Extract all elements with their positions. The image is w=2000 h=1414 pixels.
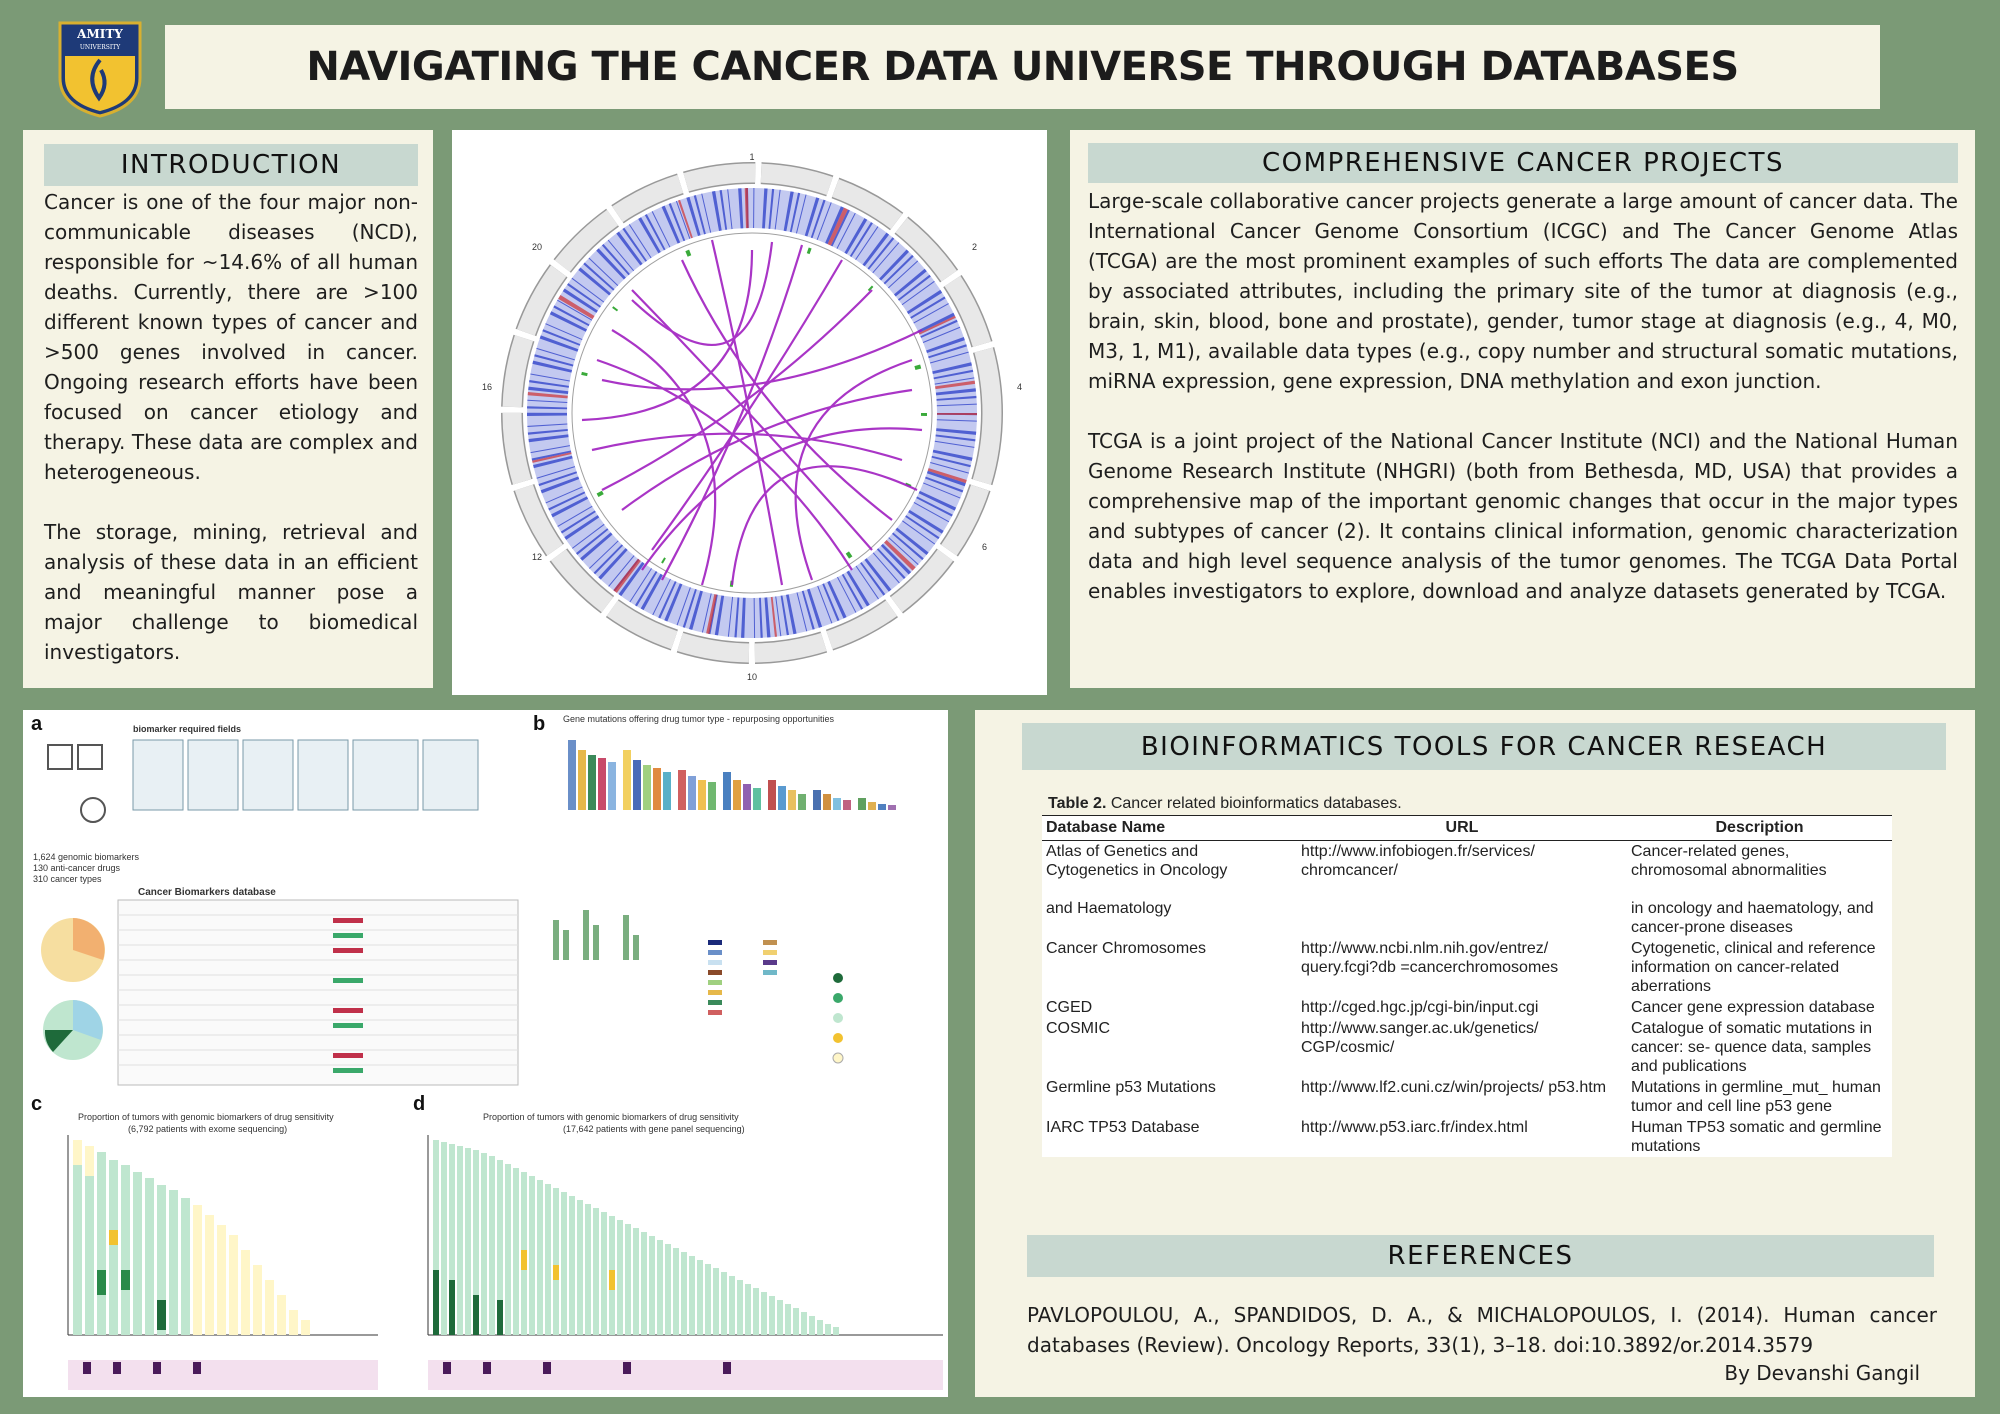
db-url: http://cged.hgc.jp/cgi-bin/input.cgi [1301, 999, 1539, 1016]
svg-text:20: 20 [532, 242, 542, 252]
panel-d-title: Proportion of tumors with genomic biomar… [483, 1112, 739, 1122]
svg-text:12: 12 [532, 552, 542, 562]
db-description: Catalogue of somatic mutations in cancer… [1631, 1020, 1873, 1075]
db-description: Cytogenetic, clinical and reference info… [1631, 940, 1876, 995]
reference-text: PAVLOPOULOU, A., SPANDIDOS, D. A., & MIC… [1027, 1303, 1937, 1357]
svg-text:16: 16 [482, 382, 492, 392]
svg-text:1: 1 [749, 152, 754, 162]
db-description: Cancer-related genes, chromosomal abnorm… [1631, 843, 1827, 879]
db-url [1297, 898, 1627, 938]
introduction-paragraph: The storage, mining, retrieval and analy… [44, 520, 418, 664]
db-description: Human TP53 somatic and germline mutation… [1631, 1119, 1882, 1155]
svg-text:10: 10 [747, 672, 757, 682]
table-row: COSMIC http://www.sanger.ac.uk/genetics/… [1042, 1018, 1892, 1077]
db-url: http://www.ncbi.nlm.nih.gov/entrez/ quer… [1301, 940, 1559, 976]
stat-drugs: 130 anti-cancer drugs [33, 863, 121, 873]
table-row: Germline p53 Mutations http://www.lf2.cu… [1042, 1077, 1892, 1117]
biomarkers-figure: a b c d biomarker required fields 1,624 … [23, 710, 948, 1397]
table-caption-label: Table 2. [1048, 795, 1107, 812]
university-logo: AMITY UNIVERSITY [55, 18, 145, 118]
panel-d-bars [433, 1140, 839, 1335]
db-url: http://www.lf2.cuni.cz/win/projects/ p53… [1301, 1079, 1607, 1096]
introduction-panel [23, 130, 433, 688]
db-url: http://www.infobiogen.fr/services/ chrom… [1301, 843, 1535, 879]
table-row: and Haematology in oncology and haematol… [1042, 898, 1892, 938]
table-row: CGED http://cged.hgc.jp/cgi-bin/input.cg… [1042, 997, 1892, 1018]
db-description: Mutations in germline_mut_ human tumor a… [1631, 1079, 1881, 1115]
circos-graphic: 1 2 4 6 10 12 16 20 [482, 152, 1022, 682]
logo-text: AMITY [76, 27, 123, 41]
panel-label-a: a [31, 713, 43, 735]
db-name: CGED [1046, 999, 1093, 1016]
panel-c-subtitle: (6,792 patients with exome sequencing) [128, 1124, 287, 1134]
stat-cancer-types: 310 cancer types [33, 874, 102, 884]
panel-c-title: Proportion of tumors with genomic biomar… [78, 1112, 334, 1122]
projects-panel [1070, 130, 1975, 688]
table-row: Atlas of Genetics and Cytogenetics in On… [1042, 841, 1892, 899]
db-description: Cancer gene expression database [1631, 999, 1875, 1016]
tools-heading: BIOINFORMATICS TOOLS FOR CANCER RESEACH [1022, 723, 1946, 770]
panel-a-fields: biomarker required fields [133, 724, 241, 734]
introduction-heading: INTRODUCTION [44, 144, 418, 186]
table-row: IARC TP53 Database http://www.p53.iarc.f… [1042, 1117, 1892, 1157]
db-url: http://www.p53.iarc.fr/index.html [1301, 1119, 1528, 1136]
svg-text:2: 2 [972, 242, 977, 252]
svg-text:4: 4 [1017, 382, 1022, 392]
db-name: Atlas of Genetics and Cytogenetics in On… [1046, 843, 1228, 879]
panel-a-title: Cancer Biomarkers database [138, 887, 276, 898]
panel-c-bars [73, 1140, 310, 1335]
table-caption-text: Cancer related bioinformatics databases. [1106, 795, 1402, 812]
svg-text:6: 6 [982, 542, 987, 552]
db-url: http://www.sanger.ac.uk/genetics/ CGP/co… [1301, 1020, 1539, 1056]
panel-b-title: Gene mutations offering drug tumor type … [563, 714, 834, 724]
db-description: in oncology and haematology, and cancer-… [1631, 900, 1874, 936]
table-caption: Table 2. Cancer related bioinformatics d… [1048, 795, 1402, 813]
db-name: and Haematology [1046, 900, 1172, 917]
svg-text:UNIVERSITY: UNIVERSITY [80, 44, 121, 51]
projects-paragraph: Large-scale collaborative cancer project… [1088, 189, 1958, 393]
panel-b-bars [568, 740, 896, 810]
column-header-url: URL [1297, 815, 1627, 841]
column-header-name: Database Name [1042, 815, 1297, 841]
projects-text: Large-scale collaborative cancer project… [1088, 186, 1958, 606]
db-name: Cancer Chromosomes [1046, 940, 1207, 957]
panel-d-subtitle: (17,642 patients with gene panel sequenc… [563, 1124, 745, 1134]
table-row: Cancer Chromosomes http://www.ncbi.nlm.n… [1042, 938, 1892, 997]
db-name: IARC TP53 Database [1046, 1119, 1200, 1136]
projects-paragraph: TCGA is a joint project of the National … [1088, 429, 1958, 603]
databases-table: Database Name URL Description Atlas of G… [1042, 815, 1892, 1157]
author-credit: By Devanshi Gangil [1724, 1361, 1920, 1385]
projects-heading: COMPREHENSIVE CANCER PROJECTS [1088, 143, 1958, 183]
column-header-description: Description [1627, 815, 1892, 841]
stat-biomarkers: 1,624 genomic biomarkers [33, 852, 140, 862]
title-banner: NAVIGATING THE CANCER DATA UNIVERSE THRO… [165, 25, 1880, 109]
db-name: COSMIC [1046, 1020, 1110, 1037]
references-heading: REFERENCES [1027, 1235, 1934, 1277]
introduction-paragraph: Cancer is one of the four major non-comm… [44, 190, 418, 484]
panel-label-c: c [31, 1093, 42, 1115]
panel-label-b: b [533, 713, 545, 735]
panel-label-d: d [413, 1093, 425, 1115]
introduction-text: Cancer is one of the four major non-comm… [44, 187, 418, 667]
poster-title: NAVIGATING THE CANCER DATA UNIVERSE THRO… [306, 44, 1739, 90]
circos-plot-image: 1 2 4 6 10 12 16 20 [452, 130, 1047, 695]
db-name: Germline p53 Mutations [1046, 1079, 1216, 1096]
